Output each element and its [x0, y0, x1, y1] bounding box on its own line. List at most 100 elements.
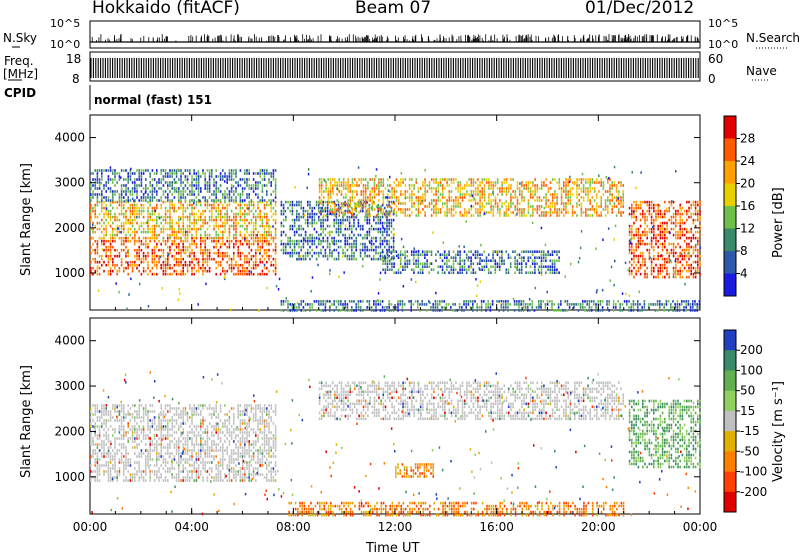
- power-cell: [287, 306, 289, 309]
- power-cell: [343, 214, 345, 217]
- power-cell: [677, 231, 679, 234]
- power-cell: [492, 256, 494, 259]
- power-cell: [342, 306, 344, 309]
- power-cell: [110, 213, 112, 216]
- power-cell: [609, 190, 611, 193]
- power-cell: [442, 271, 444, 274]
- power-cell: [213, 252, 215, 255]
- power-cell: [668, 210, 670, 213]
- power-cell: [202, 255, 204, 258]
- power-cell: [400, 193, 402, 196]
- power-cell: [112, 169, 114, 172]
- power-cell: [655, 213, 657, 216]
- power-cell: [309, 258, 311, 261]
- power-cell: [455, 205, 457, 208]
- power-cell: [154, 207, 156, 210]
- power-cell: [231, 184, 233, 187]
- power-cell: [413, 193, 415, 196]
- power-cell: [207, 222, 209, 225]
- power-cell: [364, 249, 366, 252]
- power-cell: [193, 273, 195, 276]
- power-cell: [231, 225, 233, 228]
- power-cell: [329, 234, 331, 237]
- power-cell: [185, 246, 187, 249]
- power-cell: [178, 231, 180, 234]
- power-cell: [594, 187, 596, 190]
- power-cell: [576, 202, 578, 205]
- power-cell: [353, 216, 355, 219]
- power-cell: [330, 187, 332, 190]
- power-cell: [365, 208, 367, 211]
- power-cell: [163, 228, 165, 231]
- power-cell: [558, 256, 560, 259]
- power-cell: [517, 187, 519, 190]
- power-cell: [136, 184, 138, 187]
- power-cell: [242, 270, 244, 273]
- power-cell: [253, 243, 255, 246]
- power-cell: [143, 199, 145, 202]
- power-cell: [231, 199, 233, 202]
- power-cell: [517, 262, 519, 265]
- power-cell: [556, 181, 558, 184]
- power-cell: [253, 190, 255, 193]
- power-cell: [268, 228, 270, 231]
- power-cell: [484, 250, 486, 253]
- power-cell: [530, 181, 532, 184]
- power-cell: [673, 252, 675, 255]
- power-cell: [202, 258, 204, 261]
- power-cell: [154, 258, 156, 261]
- power-cell: [561, 202, 563, 205]
- power-cell: [121, 199, 123, 202]
- power-cell: [475, 202, 477, 205]
- power-cell: [127, 267, 129, 270]
- power-cell: [653, 207, 655, 210]
- power-cell: [314, 222, 316, 225]
- power-cell: [213, 240, 215, 243]
- power-cell: [475, 199, 477, 202]
- power-cell: [552, 193, 554, 196]
- power-cell: [479, 214, 481, 217]
- power-cell: [343, 196, 345, 199]
- power-cell: [541, 271, 543, 274]
- power-cell: [448, 253, 450, 256]
- power-cell: [453, 202, 455, 205]
- power-cell: [138, 175, 140, 178]
- power-cell: [167, 234, 169, 237]
- power-cell: [385, 187, 387, 190]
- power-cell: [424, 193, 426, 196]
- power-cell: [244, 228, 246, 231]
- power-cell: [145, 184, 147, 187]
- power-cell: [325, 306, 327, 309]
- power-cell: [105, 228, 107, 231]
- power-cell: [565, 181, 567, 184]
- power-cell: [330, 190, 332, 193]
- power-cell: [657, 258, 659, 261]
- power-cell: [444, 214, 446, 217]
- power-cell: [545, 199, 547, 202]
- power-cell: [330, 205, 332, 208]
- power-cell: [400, 181, 402, 184]
- power-cell: [244, 172, 246, 175]
- power-cell: [311, 249, 313, 252]
- power-cell: [174, 255, 176, 258]
- power-cell: [156, 190, 158, 193]
- power-cell: [418, 208, 420, 211]
- power-cell: [398, 196, 400, 199]
- power-cell: [679, 270, 681, 273]
- power-cell: [318, 252, 320, 255]
- power-cell: [375, 246, 377, 249]
- power-cell: [125, 252, 127, 255]
- power-cell: [202, 270, 204, 273]
- power-cell: [246, 270, 248, 273]
- power-cell: [640, 273, 642, 276]
- power-cell: [275, 252, 277, 255]
- power-cell: [270, 172, 272, 175]
- power-cell: [521, 184, 523, 187]
- power-cell: [556, 208, 558, 211]
- power-cell: [259, 258, 261, 261]
- power-cell: [99, 273, 101, 276]
- power-cell: [110, 225, 112, 228]
- power-cell: [355, 228, 357, 231]
- power-cell: [187, 193, 189, 196]
- power-cell: [398, 184, 400, 187]
